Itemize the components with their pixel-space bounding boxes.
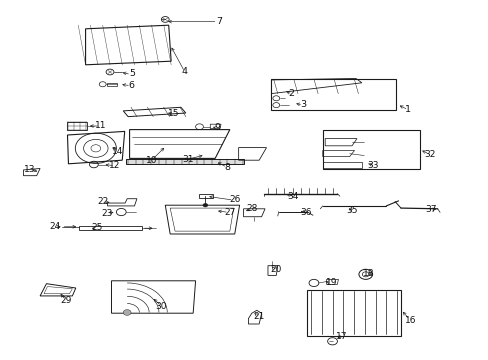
Text: 19: 19 (325, 278, 337, 287)
Text: 34: 34 (287, 192, 299, 201)
Text: 35: 35 (346, 206, 357, 215)
Text: 26: 26 (228, 195, 240, 204)
Text: 7: 7 (216, 17, 222, 26)
Text: 5: 5 (129, 69, 135, 78)
Text: 25: 25 (91, 223, 102, 232)
Polygon shape (126, 159, 244, 164)
Text: 22: 22 (97, 197, 108, 206)
Text: 3: 3 (300, 100, 305, 109)
Text: 36: 36 (299, 208, 311, 217)
Text: 27: 27 (224, 208, 235, 217)
Text: 2: 2 (287, 89, 293, 98)
Text: 20: 20 (270, 266, 282, 274)
Text: 30: 30 (155, 302, 167, 311)
Text: 28: 28 (245, 204, 257, 213)
Circle shape (123, 310, 131, 315)
Text: 33: 33 (366, 161, 378, 170)
Text: 29: 29 (60, 296, 72, 305)
Text: 9: 9 (214, 123, 220, 132)
Circle shape (203, 203, 207, 207)
Text: 8: 8 (224, 163, 230, 172)
Text: 6: 6 (128, 81, 134, 90)
Text: 24: 24 (49, 222, 61, 231)
Text: 11: 11 (94, 122, 106, 130)
Text: 4: 4 (182, 68, 187, 77)
Text: 10: 10 (145, 156, 157, 165)
Text: 23: 23 (101, 209, 112, 217)
Text: 21: 21 (253, 312, 264, 321)
Text: 16: 16 (404, 316, 416, 325)
Text: 37: 37 (425, 205, 436, 214)
Text: 12: 12 (109, 161, 121, 170)
Text: 1: 1 (405, 105, 410, 114)
Text: 18: 18 (363, 269, 374, 278)
Text: 13: 13 (23, 165, 35, 174)
Text: 32: 32 (424, 150, 435, 159)
Text: 31: 31 (182, 154, 194, 163)
Text: 15: 15 (167, 109, 179, 118)
Text: 14: 14 (111, 147, 123, 156)
Text: 17: 17 (335, 332, 346, 341)
